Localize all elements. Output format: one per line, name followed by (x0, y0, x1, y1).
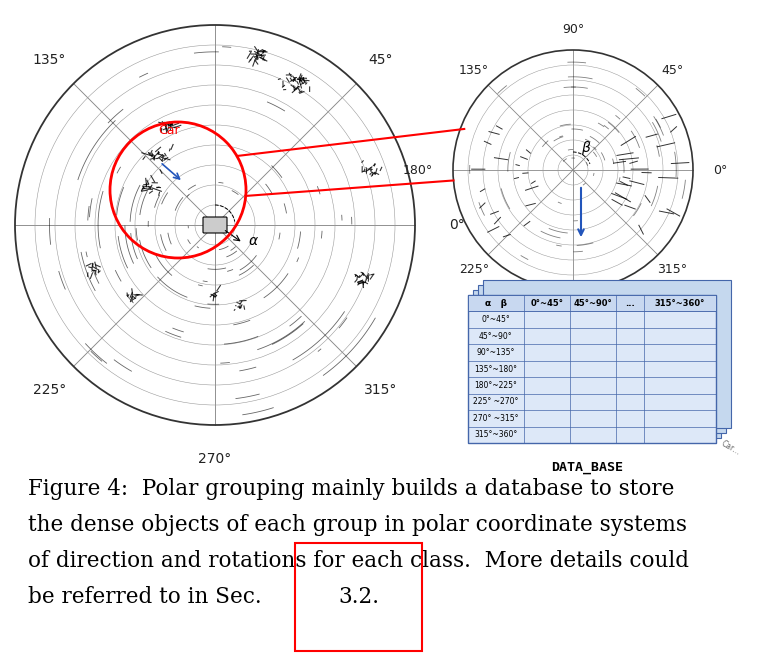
Text: Car: Car (158, 124, 180, 137)
FancyBboxPatch shape (473, 290, 721, 438)
Text: 315°: 315° (364, 384, 397, 398)
Text: 315°~360°: 315°~360° (475, 430, 518, 440)
Text: 225°: 225° (459, 263, 489, 276)
Text: 90°: 90° (562, 23, 584, 36)
Text: DATA_BASE: DATA_BASE (551, 461, 623, 474)
FancyBboxPatch shape (468, 295, 716, 311)
Text: ...: ... (625, 299, 634, 308)
Text: 270°: 270° (199, 452, 232, 466)
Text: 45°~90°: 45°~90° (573, 299, 612, 308)
Text: 135°: 135° (459, 65, 489, 77)
Text: Car…: Car… (720, 439, 743, 457)
Text: 315°~360°: 315°~360° (655, 299, 705, 308)
FancyBboxPatch shape (483, 280, 731, 428)
Text: 0°: 0° (713, 164, 728, 176)
Text: 135°: 135° (33, 53, 66, 66)
Text: 0°: 0° (449, 218, 465, 232)
FancyBboxPatch shape (203, 217, 227, 233)
Text: 225° ~270°: 225° ~270° (473, 398, 518, 406)
FancyBboxPatch shape (468, 295, 716, 443)
Text: 315°: 315° (657, 263, 688, 276)
FancyBboxPatch shape (478, 285, 726, 433)
Text: 45°: 45° (368, 53, 393, 66)
Text: 45°: 45° (661, 65, 684, 77)
Text: Figure 4:  Polar grouping mainly builds a database to store: Figure 4: Polar grouping mainly builds a… (28, 478, 675, 500)
Text: α   β: α β (485, 299, 507, 308)
Text: 0°~45°: 0°~45° (531, 299, 563, 308)
Text: 180°: 180° (402, 164, 433, 176)
Text: 225°: 225° (33, 384, 66, 398)
Text: 270° ~315°: 270° ~315° (473, 414, 518, 423)
Text: 90°~135°: 90°~135° (477, 348, 515, 357)
Text: 135°~180°: 135°~180° (475, 364, 518, 374)
Text: 180°~225°: 180°~225° (475, 381, 518, 390)
Text: 270°: 270° (558, 304, 588, 317)
Text: 3.2.: 3.2. (338, 586, 379, 608)
Text: of direction and rotations for each class.  More details could: of direction and rotations for each clas… (28, 550, 689, 572)
Text: $\alpha$: $\alpha$ (248, 234, 259, 248)
Text: the dense objects of each group in polar coordinate systems: the dense objects of each group in polar… (28, 514, 687, 536)
Text: be referred to in Sec.: be referred to in Sec. (28, 586, 268, 608)
Text: $\beta$: $\beta$ (581, 139, 591, 157)
Text: 0°~45°: 0°~45° (481, 315, 510, 324)
Text: 45°~90°: 45°~90° (479, 332, 512, 340)
